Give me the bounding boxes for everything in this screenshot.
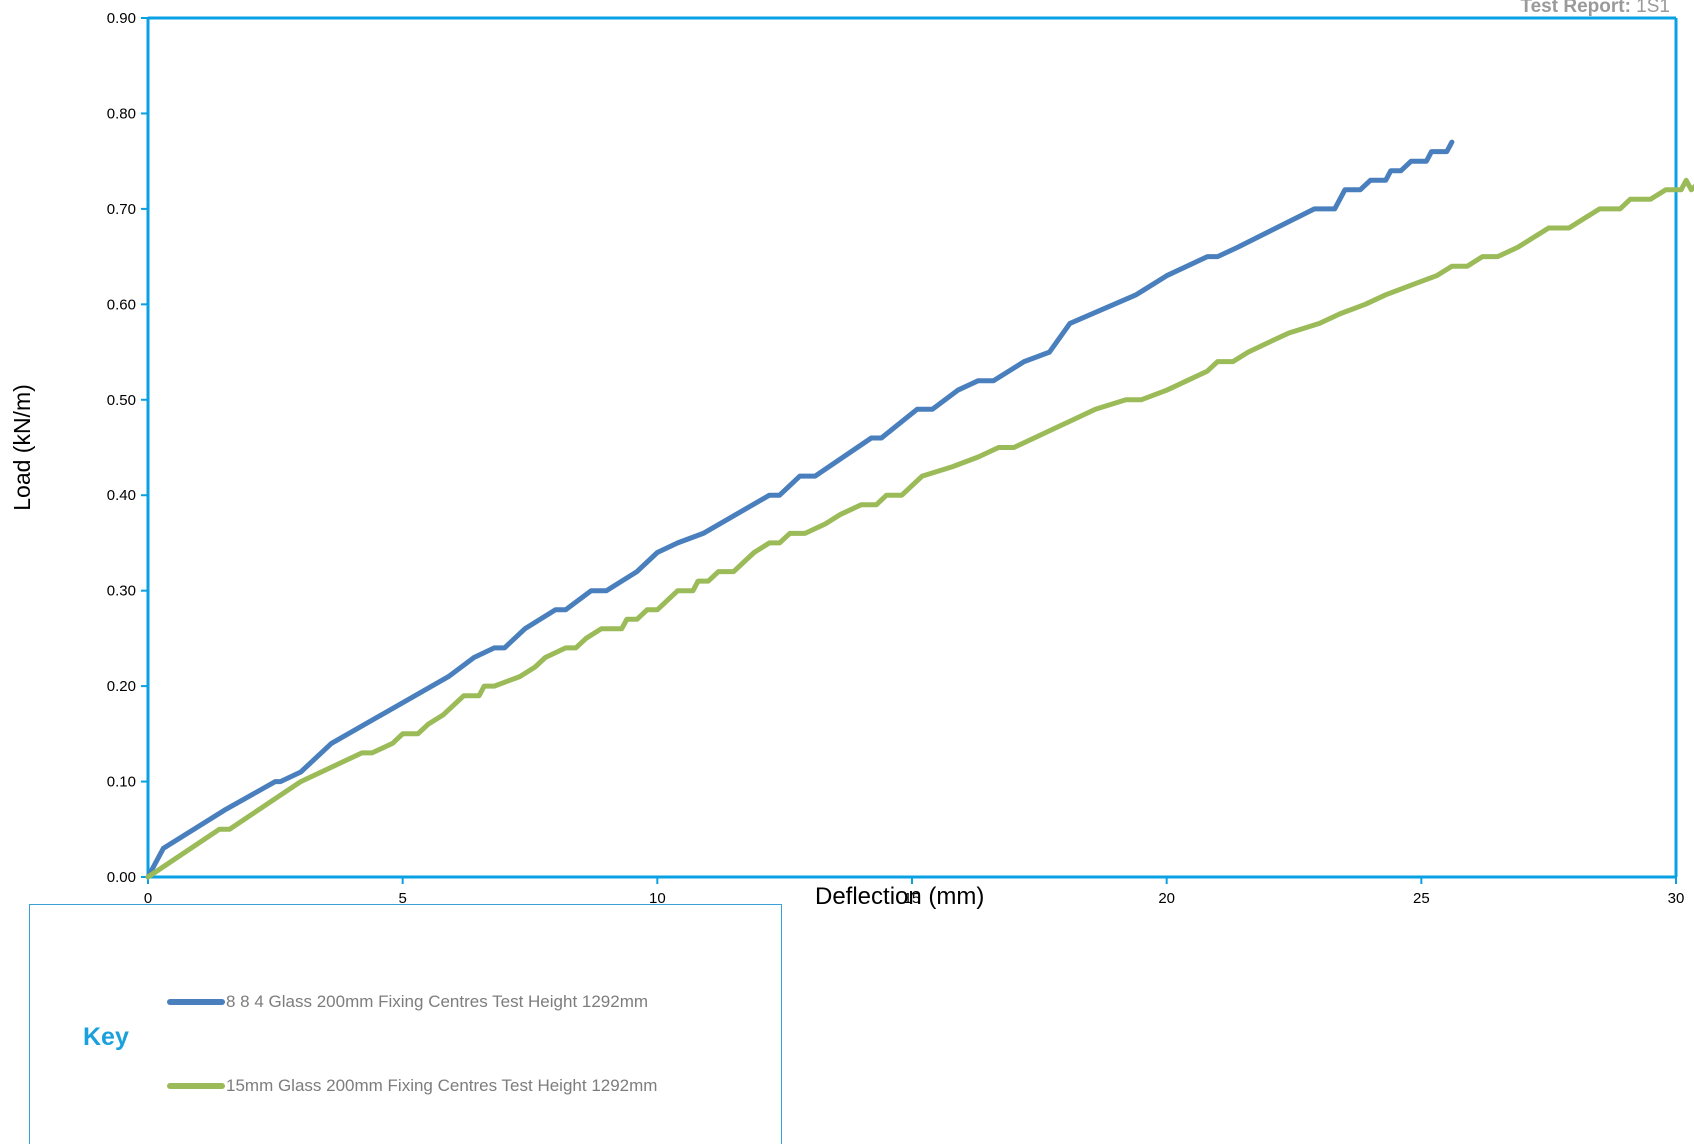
report-label-bold: Test Report: <box>1520 0 1631 17</box>
y-axis-title: Load (kN/m) <box>9 384 35 511</box>
x-tick-label: 30 <box>1668 890 1685 907</box>
legend-label-series-1: 8 8 4 Glass 200mm Fixing Centres Test He… <box>226 992 649 1011</box>
y-tick-label: 0.80 <box>107 105 136 122</box>
x-tick-label: 20 <box>1158 890 1175 907</box>
y-tick-label: 0.70 <box>107 201 136 218</box>
y-tick-label: 0.20 <box>107 678 136 695</box>
report-header: Test Report: 1S1 <box>1520 0 1670 18</box>
y-tick-label: 0.60 <box>107 296 136 313</box>
y-tick-label: 0.90 <box>107 10 136 27</box>
series-line-1 <box>145 139 1455 880</box>
legend-swatch-series-1 <box>167 999 225 1005</box>
legend-swatch-series-2 <box>167 1083 225 1089</box>
report-label-rest: 1S1 <box>1630 0 1670 17</box>
x-tick-label: 10 <box>649 890 666 907</box>
y-tick-label: 0.10 <box>107 774 136 791</box>
legend-label-series-2: 15mm Glass 200mm Fixing Centres Test Hei… <box>226 1076 658 1095</box>
x-tick-label: 15 <box>904 890 921 907</box>
y-tick-label: 0.30 <box>107 583 136 600</box>
x-tick-label: 0 <box>144 890 152 907</box>
legend: Key 8 8 4 Glass 200mm Fixing Centres Tes… <box>29 904 782 1144</box>
y-tick-label: 0.40 <box>107 487 136 504</box>
legend-item-series-1: 8 8 4 Glass 200mm Fixing Centres Test He… <box>167 992 648 1012</box>
legend-title: Key <box>83 1023 129 1051</box>
x-axis-title: Deflection (mm) <box>815 883 985 910</box>
legend-item-series-2: 15mm Glass 200mm Fixing Centres Test Hei… <box>167 1076 657 1096</box>
series-line-2 <box>145 177 1694 880</box>
y-tick-label: 0.50 <box>107 392 136 409</box>
y-tick-label: 0.00 <box>107 869 136 886</box>
x-tick-label: 25 <box>1413 890 1430 907</box>
x-tick-label: 5 <box>398 890 406 907</box>
